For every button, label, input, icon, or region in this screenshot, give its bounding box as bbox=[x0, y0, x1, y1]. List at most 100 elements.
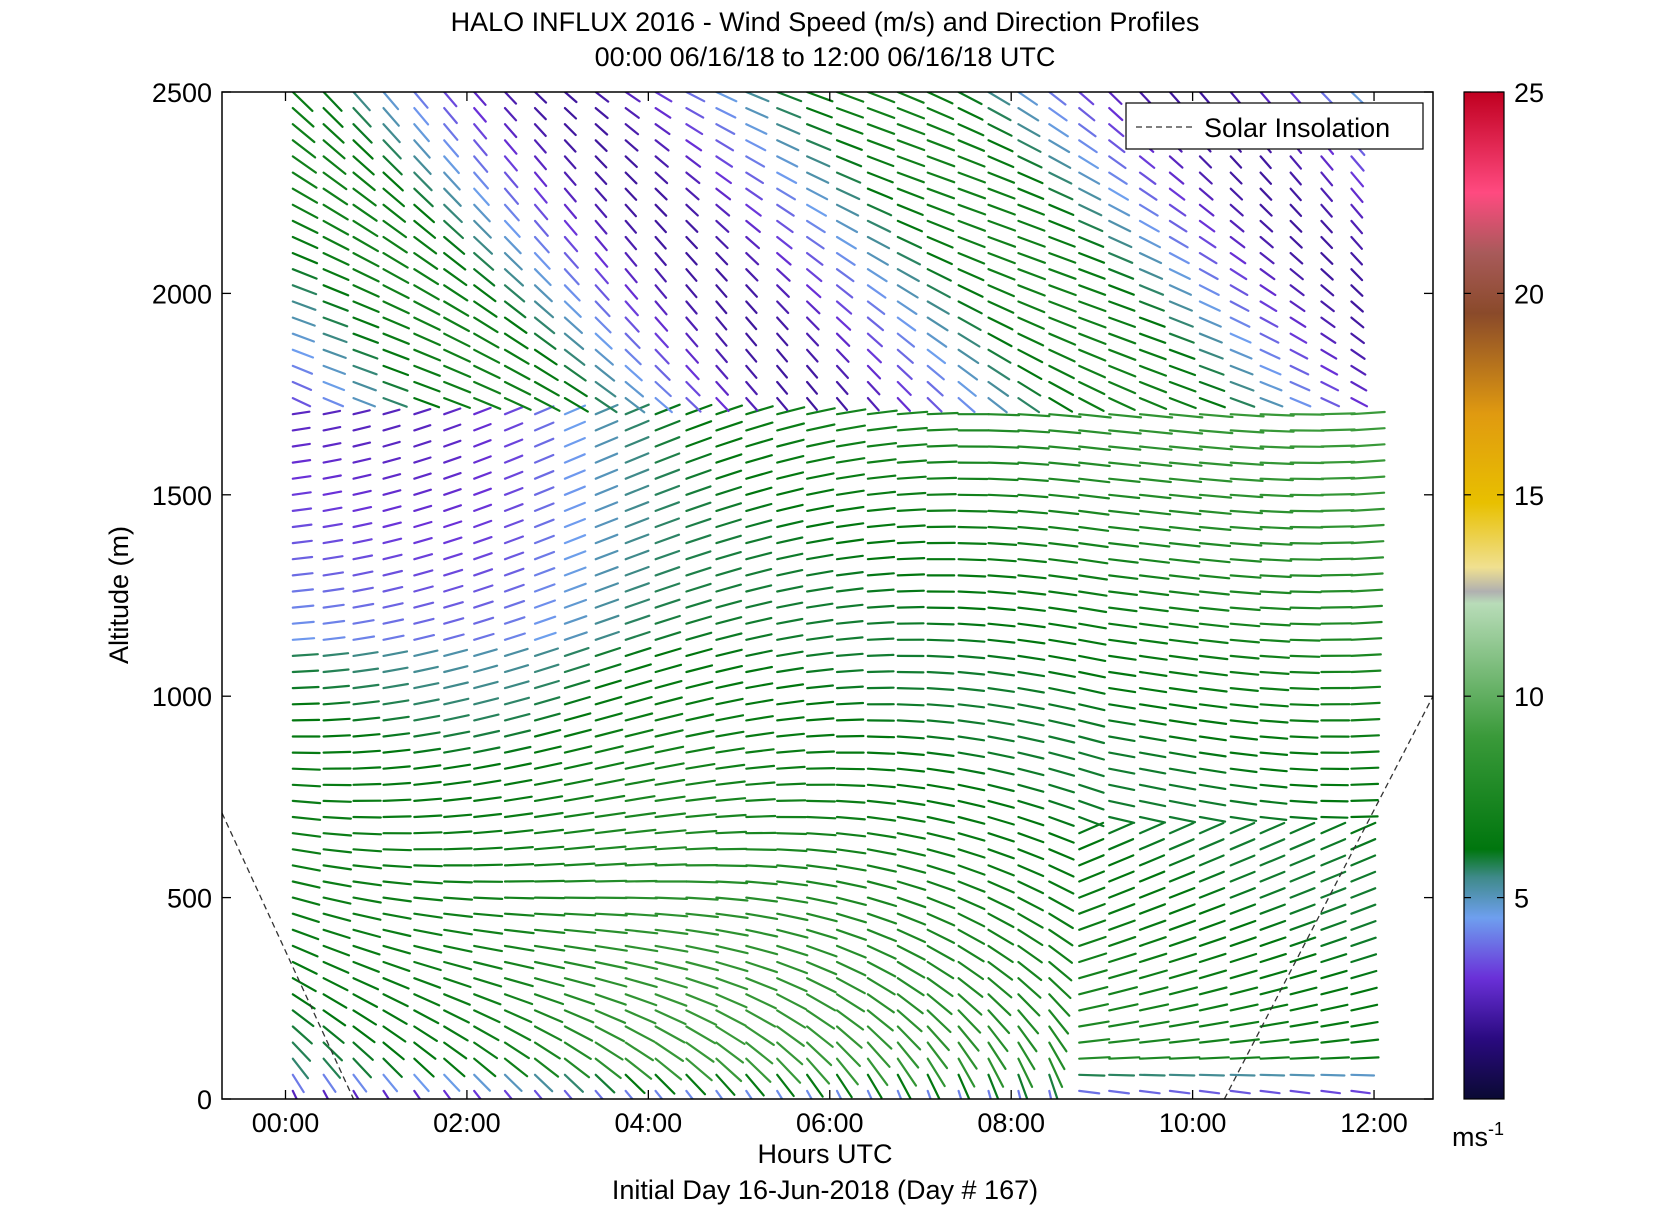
legend-box bbox=[1125, 102, 1424, 150]
wind-barb bbox=[957, 1025, 980, 1052]
wind-barb bbox=[382, 666, 409, 674]
wind-barb bbox=[594, 332, 613, 350]
wind-barb bbox=[1138, 203, 1159, 217]
wind-barb bbox=[776, 397, 789, 411]
wind-barb bbox=[1078, 751, 1106, 761]
wind-barb bbox=[594, 811, 626, 819]
wind-barb bbox=[1350, 235, 1364, 250]
wind-barb bbox=[291, 171, 318, 189]
wind-barb bbox=[1017, 509, 1049, 515]
wind-barb bbox=[805, 1073, 824, 1098]
wind-barb bbox=[291, 702, 320, 706]
wind-barb bbox=[896, 540, 926, 545]
wind-barb bbox=[473, 912, 504, 918]
wind-barb bbox=[382, 268, 410, 284]
wind-barb bbox=[715, 912, 749, 920]
wind-barb bbox=[533, 534, 555, 545]
wind-barb bbox=[503, 406, 524, 416]
wind-barb bbox=[926, 123, 955, 136]
wind-barb bbox=[1259, 703, 1289, 708]
wind-barb bbox=[715, 348, 728, 364]
wind-barb bbox=[473, 616, 495, 625]
wind-barb bbox=[805, 92, 834, 103]
wind-barb bbox=[1048, 1041, 1066, 1071]
wind-barb bbox=[322, 106, 344, 128]
wind-barb bbox=[352, 928, 382, 939]
wind-barb bbox=[745, 155, 766, 168]
wind-barb bbox=[1320, 557, 1354, 561]
wind-barb bbox=[594, 436, 619, 448]
wind-barb bbox=[624, 912, 659, 917]
wind-barb bbox=[382, 569, 403, 577]
wind-barb bbox=[1350, 1038, 1380, 1044]
wind-barb bbox=[1168, 187, 1186, 201]
wind-barb bbox=[382, 715, 410, 722]
wind-barb bbox=[1350, 380, 1368, 392]
wind-barb bbox=[866, 397, 880, 412]
wind-barb bbox=[1108, 106, 1124, 122]
wind-barb bbox=[322, 880, 352, 888]
wind-barb bbox=[533, 993, 565, 1006]
wind-barb bbox=[685, 566, 712, 577]
wind-barb bbox=[1017, 1089, 1022, 1099]
wind-barb bbox=[352, 332, 379, 344]
wind-barb bbox=[805, 203, 828, 217]
wind-barb bbox=[1078, 203, 1103, 217]
wind-barb bbox=[382, 203, 407, 223]
wind-barb bbox=[291, 1073, 305, 1094]
wind-barb bbox=[352, 203, 378, 222]
wind-barb bbox=[835, 652, 864, 658]
wind-barb bbox=[533, 679, 560, 690]
wind-barb bbox=[654, 155, 669, 168]
wind-barb bbox=[1138, 429, 1173, 435]
wind-barb bbox=[745, 814, 777, 819]
wind-barb bbox=[443, 928, 473, 936]
wind-barb bbox=[1229, 219, 1245, 233]
wind-barb bbox=[594, 533, 619, 545]
wind-barb bbox=[896, 573, 926, 577]
wind-barb bbox=[957, 397, 976, 414]
wind-barb bbox=[382, 139, 402, 160]
wind-barb bbox=[563, 663, 591, 674]
wind-barb bbox=[715, 502, 743, 512]
wind-barb bbox=[957, 767, 986, 775]
wind-barb bbox=[624, 517, 650, 529]
wind-barb bbox=[382, 634, 405, 641]
wind-barb bbox=[987, 541, 1018, 547]
wind-barb bbox=[443, 830, 473, 835]
wind-barb bbox=[896, 252, 922, 266]
wind-barb bbox=[322, 316, 349, 328]
wind-barb bbox=[1108, 155, 1127, 170]
wind-barb bbox=[654, 203, 668, 217]
wind-barb bbox=[776, 123, 801, 135]
wind-barb bbox=[594, 106, 609, 120]
wind-barb bbox=[926, 316, 949, 332]
wind-barb bbox=[866, 832, 897, 839]
wind-barb bbox=[382, 521, 402, 529]
wind-barb bbox=[1198, 155, 1213, 169]
wind-barb bbox=[926, 1073, 941, 1099]
wind-barb bbox=[685, 123, 704, 136]
wind-barb bbox=[957, 1073, 971, 1099]
wind-barb bbox=[1350, 459, 1386, 464]
wind-barb bbox=[1138, 300, 1165, 312]
wind-barb bbox=[291, 284, 318, 296]
wind-barb bbox=[1138, 799, 1167, 808]
wind-barb bbox=[594, 646, 622, 658]
wind-barb bbox=[957, 219, 987, 232]
wind-barb bbox=[926, 622, 955, 626]
wind-barb bbox=[1078, 1020, 1110, 1028]
wind-barb bbox=[654, 631, 682, 641]
wind-barb bbox=[382, 364, 410, 377]
wind-barb bbox=[776, 235, 793, 250]
wind-barb bbox=[624, 646, 652, 658]
wind-barb bbox=[745, 880, 778, 886]
wind-barb bbox=[563, 811, 595, 819]
wind-barb bbox=[1017, 848, 1045, 861]
wind-barb bbox=[1168, 919, 1197, 931]
wind-barb bbox=[776, 699, 805, 706]
wind-barb bbox=[1259, 429, 1295, 433]
wind-barb bbox=[1320, 316, 1336, 329]
wind-barb bbox=[291, 960, 318, 975]
